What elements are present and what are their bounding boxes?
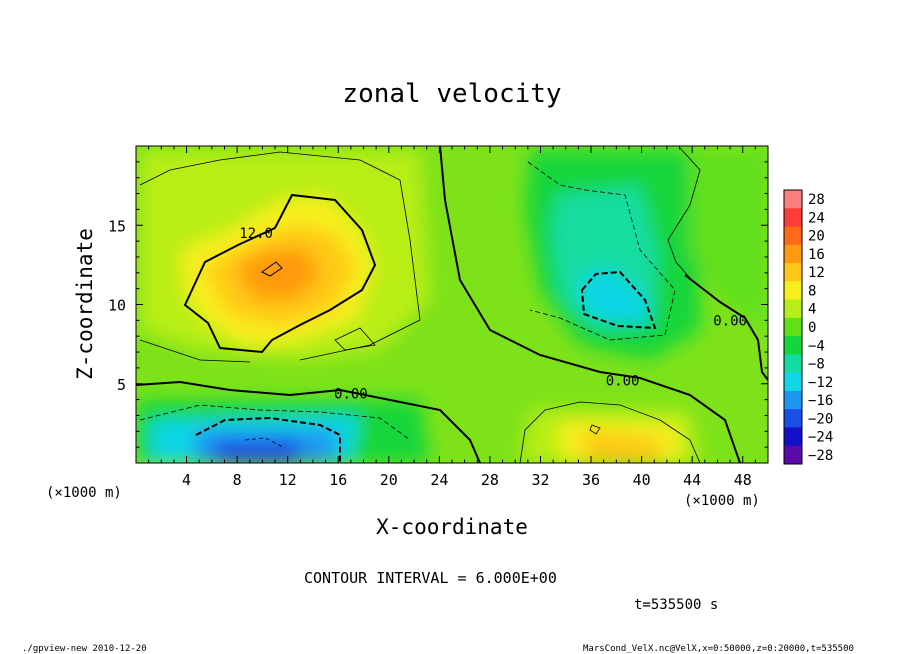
colorbar-swatch — [784, 390, 802, 410]
colorbar-swatch — [784, 208, 802, 228]
x-tick-label: 44 — [683, 471, 701, 489]
contour-interval-text: CONTOUR INTERVAL = 6.000E+00 — [304, 569, 557, 587]
colorbar-swatch — [784, 263, 802, 282]
time-text: t=535500 s — [634, 597, 718, 613]
contour-fill: 12.0 0.00 0.00 0.00 — [136, 146, 768, 463]
colorbar-label: −4 — [808, 338, 825, 354]
x-tick-label: 36 — [582, 471, 600, 489]
x-tick-label: 12 — [279, 471, 297, 489]
colorbar-label: 4 — [808, 302, 816, 318]
x-unit-label: (×1000 m) — [46, 485, 122, 501]
colorbar-label: −24 — [808, 430, 833, 446]
y-unit-label: (×1000 m) — [684, 493, 760, 509]
y-tick-label: 15 — [108, 217, 126, 235]
colorbar-swatch — [784, 244, 802, 264]
colorbar-label: 16 — [808, 247, 825, 263]
colorbar-swatch — [784, 372, 802, 392]
x-tick-label: 8 — [233, 471, 242, 489]
contour-label: 0.00 — [334, 386, 368, 402]
colorbar-swatch — [784, 427, 802, 447]
x-tick-label: 40 — [633, 471, 651, 489]
colorbar-label: −8 — [808, 357, 825, 373]
colorbar-swatch — [784, 354, 802, 374]
colorbar-swatch — [784, 190, 802, 209]
colorbar-swatch — [784, 317, 802, 337]
colorbar-swatch — [784, 281, 802, 301]
x-tick-label: 28 — [481, 471, 499, 489]
y-axis-label: Z-coordinate — [73, 228, 97, 380]
colorbar-swatch — [784, 445, 802, 465]
colorbar-label: 20 — [808, 229, 825, 245]
contour-lines — [136, 146, 768, 463]
x-tick-label: 32 — [531, 471, 549, 489]
colorbar-label: 12 — [808, 265, 825, 281]
colorbar-swatch — [784, 226, 802, 246]
colorbar-label: −16 — [808, 393, 833, 409]
colorbar-label: 0 — [808, 320, 816, 336]
colorbar-frame — [783, 189, 803, 465]
x-tick-label: 24 — [430, 471, 448, 489]
chart-title: zonal velocity — [342, 79, 561, 109]
colorbar-label: 28 — [808, 192, 825, 208]
colorbar-swatch — [784, 409, 802, 428]
contour-label: 12.0 — [239, 226, 273, 242]
colorbar-label: 24 — [808, 210, 825, 226]
x-tick-label: 16 — [329, 471, 347, 489]
x-tick-label: 48 — [734, 471, 752, 489]
footer-right: MarsCond_VelX.nc@VelX,x=0:50000,z=0:2000… — [583, 644, 854, 654]
x-axis-label: X-coordinate — [376, 515, 528, 539]
x-tick-label: 20 — [380, 471, 398, 489]
contour-label: 0.00 — [713, 313, 747, 329]
footer-left: ./gpview-new 2010-12-20 — [22, 644, 147, 654]
y-tick-label: 5 — [117, 376, 126, 394]
colorbar-label: 8 — [808, 283, 816, 299]
x-tick-label: 4 — [182, 471, 191, 489]
contour-label: 0.00 — [606, 374, 640, 390]
colorbar-swatch — [784, 299, 802, 319]
y-tick-label: 10 — [108, 297, 126, 315]
colorbar-label: −20 — [808, 411, 833, 427]
colorbar-label: −28 — [808, 448, 833, 464]
colorbar-swatch — [784, 336, 802, 355]
colorbar: 28 24 20 16 12 8 4 0 −4 −8 −12 −16 −20 −24 −28 — [783, 189, 833, 465]
colorbar-label: −12 — [808, 375, 833, 391]
